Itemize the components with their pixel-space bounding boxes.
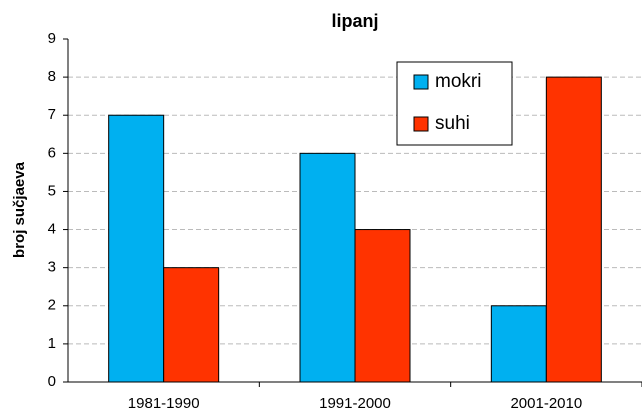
bar bbox=[163, 267, 220, 383]
x-tick-label: 2001-2010 bbox=[510, 395, 582, 412]
y-tick-label: 6 bbox=[48, 144, 56, 161]
bar bbox=[108, 114, 165, 383]
x-tick-label: 1991-2000 bbox=[319, 395, 391, 412]
bar bbox=[490, 305, 547, 383]
y-tick-label: 0 bbox=[48, 373, 56, 390]
y-tick-label: 9 bbox=[48, 30, 56, 47]
chart-title: lipanj bbox=[331, 11, 378, 31]
bar bbox=[545, 76, 602, 383]
bar bbox=[354, 229, 411, 383]
legend-label: mokri bbox=[435, 71, 481, 92]
y-tick-label: 5 bbox=[48, 182, 56, 199]
y-tick-label: 2 bbox=[48, 297, 56, 314]
legend-swatch bbox=[413, 116, 429, 132]
legend-swatch bbox=[413, 74, 429, 90]
y-tick-label: 7 bbox=[48, 106, 56, 123]
y-tick-label: 3 bbox=[48, 259, 56, 276]
y-axis-label: broj sučjaeva bbox=[11, 161, 28, 258]
y-tick-label: 8 bbox=[48, 68, 56, 85]
y-tick-label: 4 bbox=[48, 221, 56, 238]
legend-label: suhi bbox=[435, 113, 470, 134]
x-tick-label: 1981-1990 bbox=[128, 395, 200, 412]
bar bbox=[299, 152, 356, 383]
y-tick-label: 1 bbox=[48, 335, 56, 352]
